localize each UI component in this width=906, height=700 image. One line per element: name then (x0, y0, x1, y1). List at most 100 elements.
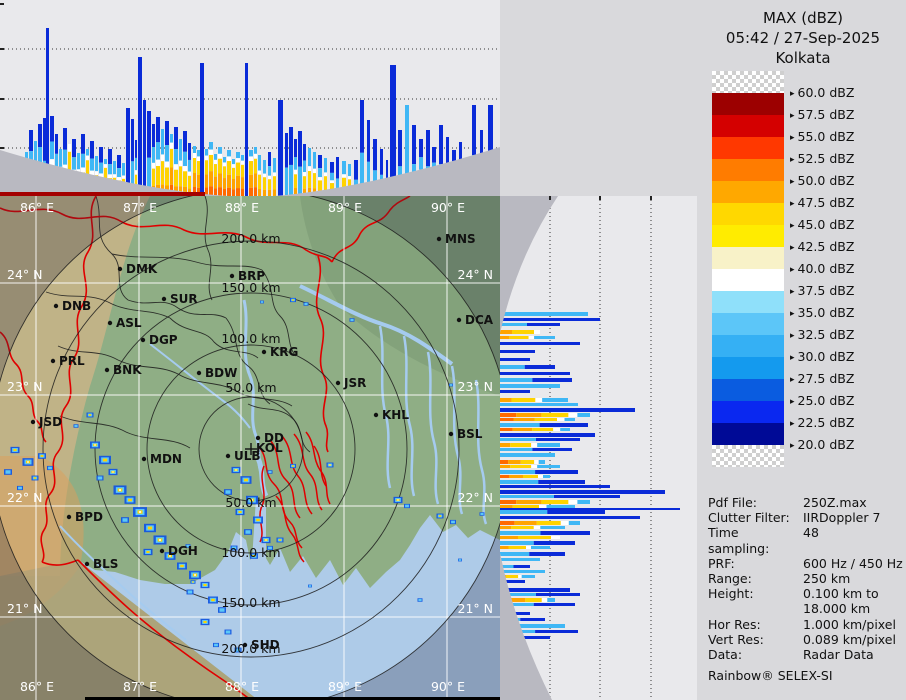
station-dot (104, 367, 110, 373)
range-ring-label: 150.0 km (221, 595, 280, 610)
echo-cell-core (449, 384, 453, 386)
info-value: 1.000 km/pixel (803, 616, 896, 632)
legend-threshold-label: ▸ 27.5 dBZ (790, 371, 855, 386)
legend-arrow-icon: ▸ (790, 441, 795, 451)
product-datetime: 05:42 / 27-Sep-2025 (725, 29, 881, 47)
echo-cell-core (18, 486, 22, 490)
legend-band (712, 335, 784, 357)
legend-arrow-icon: ▸ (790, 133, 795, 143)
legend-threshold-label: ▸ 45.0 dBZ (790, 217, 855, 232)
info-row: Height: 0.100 km to 18.000 km (708, 586, 904, 616)
info-row: Time sampling: 48 (708, 525, 904, 555)
latitude-label: 22° N (7, 490, 42, 505)
legend-band (712, 269, 784, 291)
product-title: MAX (dBZ) (762, 9, 844, 27)
station-label: KHL (382, 408, 409, 422)
station-label: BLS (93, 557, 118, 571)
legend-threshold-label: ▸ 57.5 dBZ (790, 107, 855, 122)
right-terrain-top-wedge (500, 196, 558, 333)
echo-cell-core (122, 518, 128, 522)
legend-band-below-min (712, 445, 784, 467)
legend-threshold-label: ▸ 22.5 dBZ (790, 415, 855, 430)
legend-band (712, 225, 784, 247)
station-label: KRG (270, 345, 298, 359)
station-dot (141, 456, 147, 462)
station-dot (30, 419, 36, 425)
echo-cell-core (304, 302, 308, 306)
station-dot (117, 266, 123, 272)
echo-cell-core (214, 643, 218, 647)
info-value: IIRDoppler 7 (803, 510, 881, 526)
legend-band-above-max (712, 71, 784, 93)
legend-band (712, 93, 784, 115)
right-height-profile-panel (500, 196, 697, 700)
echo-cell-core (245, 530, 251, 534)
echo-cell-core (187, 590, 193, 594)
info-label: Pdf File: (708, 495, 757, 510)
legend-threshold-label: ▸ 52.5 dBZ (790, 151, 855, 166)
sidebar: MAX (dBZ) 05:42 / 27-Sep-2025 Kolkata ▸ 6… (700, 0, 906, 700)
station-label: DCA (465, 313, 494, 327)
station-dot (84, 561, 90, 567)
echo-cell-core (260, 301, 264, 303)
legend-band (712, 291, 784, 313)
info-label: Hor Res: (708, 616, 761, 632)
range-ring-label: 200.0 km (221, 231, 280, 246)
station-dot (225, 453, 231, 459)
legend-arrow-icon: ▸ (790, 199, 795, 209)
echo-cell-core (350, 318, 354, 322)
range-ring (94, 292, 408, 606)
echo-cell-core (225, 490, 231, 494)
info-row: Range: 250 km (708, 571, 904, 586)
latitude-label: 21° N (7, 601, 42, 616)
station-dot (53, 303, 59, 309)
info-value: 0.089 km/pixel (803, 631, 896, 647)
info-value: 250 km (803, 571, 851, 587)
range-ring-label: 100.0 km (221, 545, 280, 560)
legend-arrow-icon: ▸ (790, 111, 795, 121)
radar-site-label: KOL (256, 441, 283, 455)
station-dot (456, 317, 462, 323)
legend-threshold-label: ▸ 20.0 dBZ (790, 437, 855, 452)
station-label: SUR (170, 292, 198, 306)
station-label: DGH (168, 544, 198, 558)
radar-map-panel: 200.0 km 150.0 km 100.0 km 50.0 km 50.0 km 10… (0, 196, 500, 700)
map-dynamic-layer: 200.0 km 150.0 km 100.0 km 50.0 km 50.0 km 10… (0, 196, 500, 700)
station-label: DD (264, 431, 284, 445)
legend-band (712, 159, 784, 181)
radar-map: 200.0 km 150.0 km 100.0 km 50.0 km 50.0 km 10… (0, 196, 500, 700)
legend-threshold-label: ▸ 25.0 dBZ (790, 393, 855, 408)
product-header: MAX (dBZ) 05:42 / 27-Sep-2025 Kolkata (700, 8, 906, 68)
station-dot (159, 548, 165, 554)
station-dot (448, 431, 454, 437)
range-ring-label: 50.0 km (225, 380, 276, 395)
legend-threshold-label: ▸ 50.0 dBZ (790, 173, 855, 188)
longitude-label: 88° E (225, 679, 259, 694)
latitude-label: 23° N (458, 379, 493, 394)
station-label: BSL (457, 427, 483, 441)
legend-arrow-icon: ▸ (790, 265, 795, 275)
station-dot (242, 642, 248, 648)
legend-arrow-icon: ▸ (790, 353, 795, 363)
echo-cell-core (268, 546, 272, 550)
range-ring-label: 50.0 km (225, 495, 276, 510)
info-label: Data: (708, 647, 743, 663)
latitude-label: 22° N (458, 490, 493, 505)
station-label: BNK (113, 363, 142, 377)
station-dot (335, 380, 341, 386)
longitude-label: 90° E (431, 200, 465, 215)
legend-band (712, 115, 784, 137)
station-dot (229, 273, 235, 279)
legend-band (712, 357, 784, 379)
range-ring-label: 150.0 km (221, 280, 280, 295)
legend-threshold-label: ▸ 60.0 dBZ (790, 85, 855, 100)
legend-band (712, 401, 784, 423)
station-label: DNB (62, 299, 91, 313)
station-label: DGP (149, 333, 178, 347)
echo-cell-core (418, 598, 422, 602)
info-value: Radar Data (803, 647, 874, 663)
legend-arrow-icon: ▸ (790, 309, 795, 319)
station-dot (255, 435, 261, 441)
echo-cell-core (186, 544, 190, 548)
legend-swatch-column (712, 71, 784, 489)
